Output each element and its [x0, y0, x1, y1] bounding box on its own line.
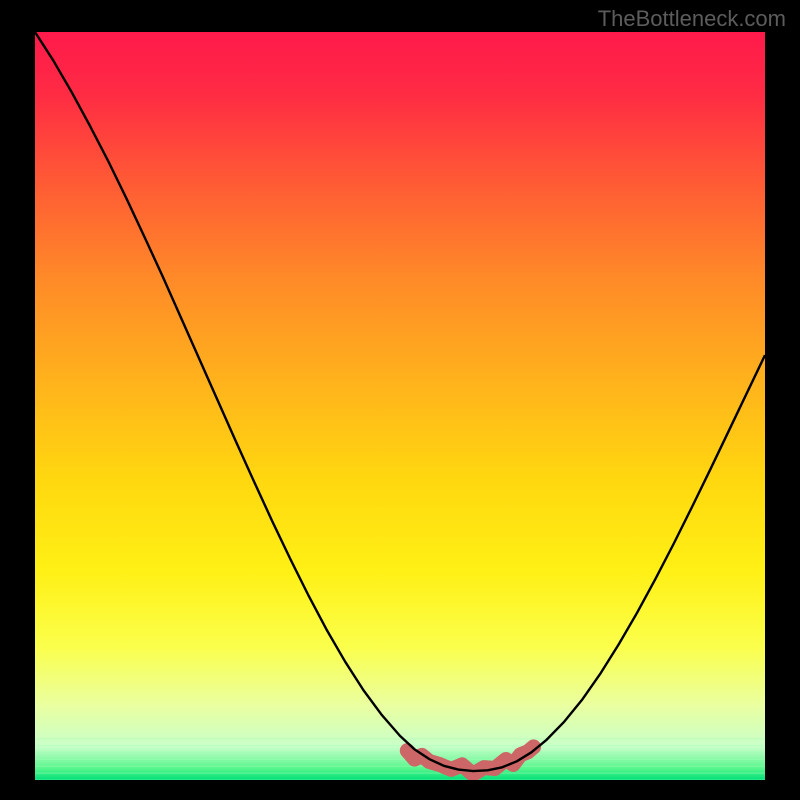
- gradient-background: [35, 32, 765, 780]
- bottleneck-curve-chart: [0, 0, 800, 800]
- plot-area: [35, 32, 765, 780]
- watermark-text: TheBottleneck.com: [598, 6, 786, 32]
- chart-stage: TheBottleneck.com: [0, 0, 800, 800]
